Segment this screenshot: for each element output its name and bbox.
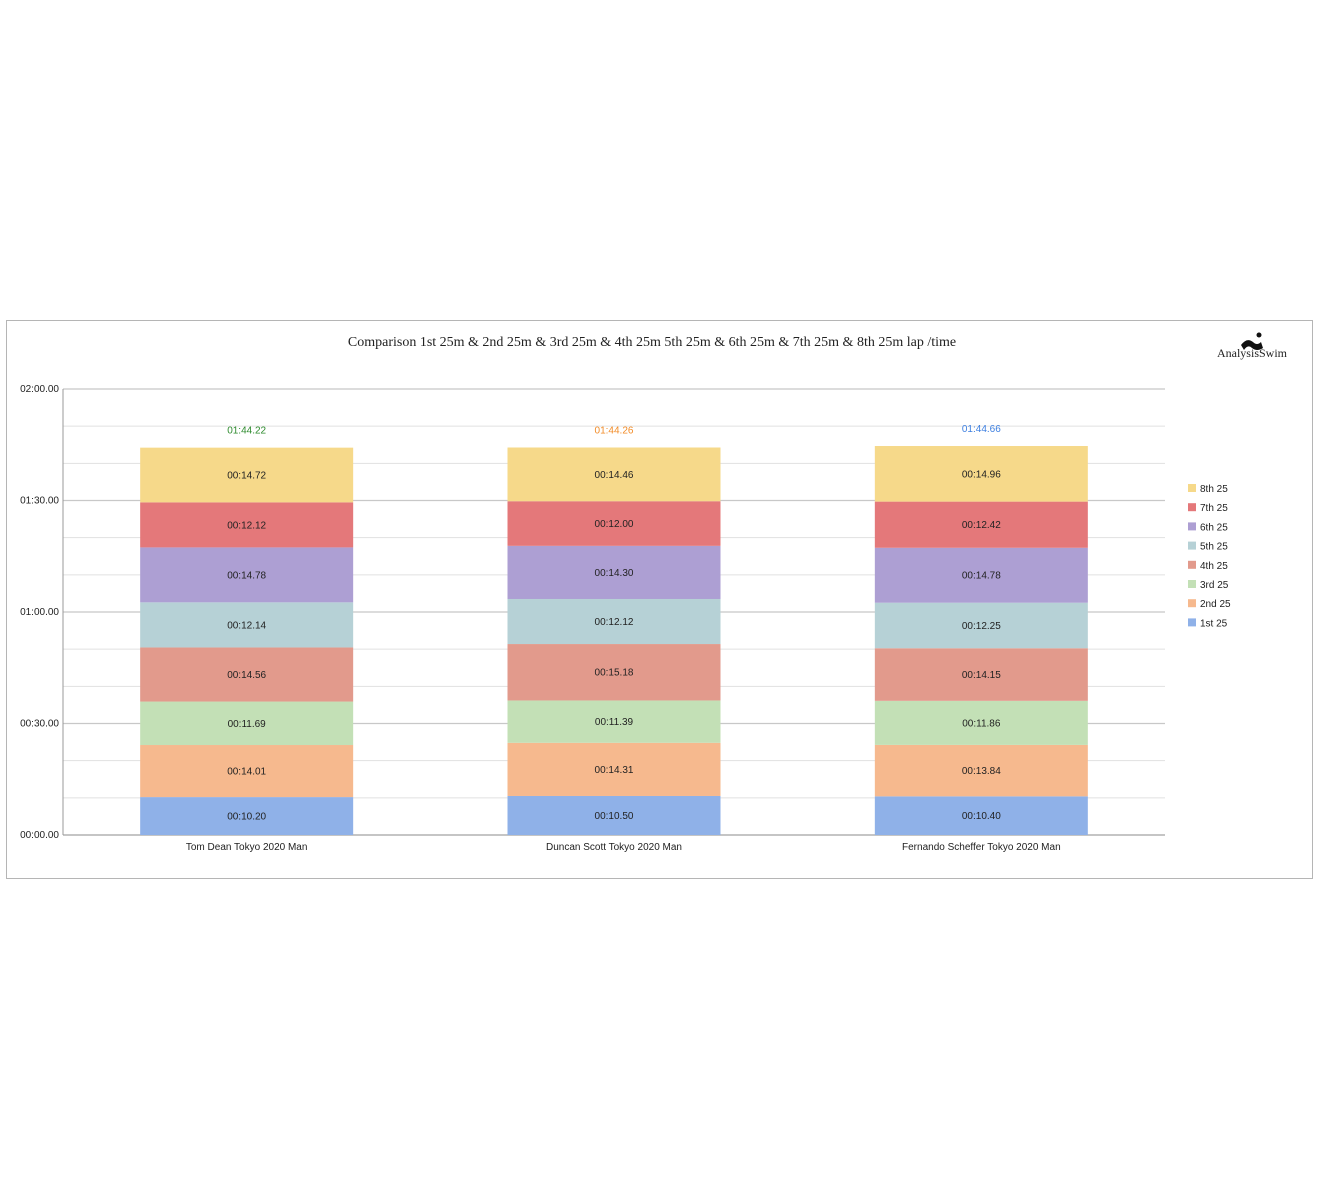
segment-label: 00:12.25 [962,621,1001,632]
chart-title: Comparison 1st 25m & 2nd 25m & 3rd 25m &… [348,335,956,350]
bar-segment [874,602,1088,649]
segment-label: 00:12.42 [962,520,1001,531]
bar-segment [874,744,1088,797]
segment-label: 00:12.00 [595,519,634,530]
segment-label: 00:11.86 [962,718,1001,729]
analysisswim-logo: AnalysisSwim [1217,332,1288,360]
y-tick-label: 01:30.00 [20,496,59,507]
bar-segment [507,795,721,835]
bar-segment [507,545,721,599]
y-tick-label: 02:00.00 [20,384,59,395]
bar-segment [874,547,1088,603]
segment-label: 00:14.78 [227,570,266,581]
segment-label: 00:14.31 [595,765,634,776]
swimmer-logo-icon [1241,340,1263,350]
bar-segment [507,447,721,502]
segment-label: 00:15.18 [595,668,634,679]
bar-segment [140,745,354,798]
segment-label: 00:12.12 [227,520,266,531]
bar-segment [507,501,721,546]
legend-label: 1st 25 [1200,618,1228,629]
total-label: 01:44.26 [595,426,634,437]
segment-label: 00:10.50 [595,811,634,822]
segment-label: 00:14.30 [595,568,634,579]
segment-label: 00:10.20 [227,812,266,823]
bar-segment [507,598,721,645]
legend-label: 7th 25 [1200,503,1228,514]
category-label: Fernando Scheffer Tokyo 2020 Man [902,842,1061,853]
segment-label: 00:14.46 [595,470,634,481]
total-label: 01:44.66 [962,424,1001,435]
bar-segment [140,502,354,548]
legend-label: 8th 25 [1200,484,1228,495]
segment-label: 00:14.15 [962,670,1001,681]
total-label: 01:44.22 [227,426,266,437]
logo-text: AnalysisSwim [1217,346,1288,360]
legend-swatch [1188,522,1196,531]
legend-label: 2nd 25 [1200,599,1231,610]
legend-label: 3rd 25 [1200,580,1229,591]
bar-segment [140,447,354,503]
legend-label: 6th 25 [1200,522,1228,533]
bar-segment [140,647,354,702]
y-tick-label: 00:00.00 [20,830,59,841]
segment-label: 00:12.12 [595,617,634,628]
bar-segment [140,701,354,746]
bar-segment [507,700,721,743]
category-label: Tom Dean Tokyo 2020 Man [186,842,308,853]
swimmer-head-icon [1256,332,1262,338]
segment-label: 00:14.01 [227,767,266,778]
bar-segment [140,547,354,603]
y-tick-label: 00:30.00 [20,719,59,730]
segment-label: 00:14.96 [962,469,1001,480]
segment-label: 00:12.14 [227,620,266,631]
legend-label: 5th 25 [1200,542,1228,553]
segment-label: 00:14.72 [227,471,266,482]
bar-segment [507,644,721,701]
segment-label: 00:14.78 [962,571,1001,582]
legend: 8th 25 7th 25 6th 25 5th 25 4th 25 3rd 25 2nd … [1188,484,1231,629]
legend-swatch [1188,580,1196,588]
legend-swatch [1188,599,1196,608]
bar-segment [874,700,1088,745]
bar-segment [874,501,1088,548]
bar-segment [874,796,1088,835]
y-tick-label: 01:00.00 [20,607,59,618]
bar-segment [140,602,354,648]
segment-label: 00:11.39 [595,717,634,728]
category-label: Duncan Scott Tokyo 2020 Man [546,842,682,853]
bars: 00:10.20 00:14.01 00:11.69 00:14.56 00:12.14… [140,424,1088,853]
segment-label: 00:13.84 [962,766,1001,777]
chart-frame: Comparison 1st 25m & 2nd 25m & 3rd 25m &… [6,320,1313,879]
bar-segment [874,446,1088,502]
bar-segment [874,648,1088,701]
segment-label: 00:14.56 [227,670,266,681]
legend-swatch [1188,618,1196,627]
legend-label: 4th 25 [1200,561,1228,572]
legend-swatch [1188,560,1196,569]
legend-swatch [1188,541,1196,550]
stacked-bar-chart: Comparison 1st 25m & 2nd 25m & 3rd 25m &… [20,332,1288,853]
bar-segment [140,797,354,835]
legend-swatch [1188,484,1196,492]
bar-segment [507,742,721,796]
segment-label: 00:10.40 [962,811,1001,822]
legend-swatch [1188,503,1196,512]
segment-label: 00:11.69 [228,719,267,730]
